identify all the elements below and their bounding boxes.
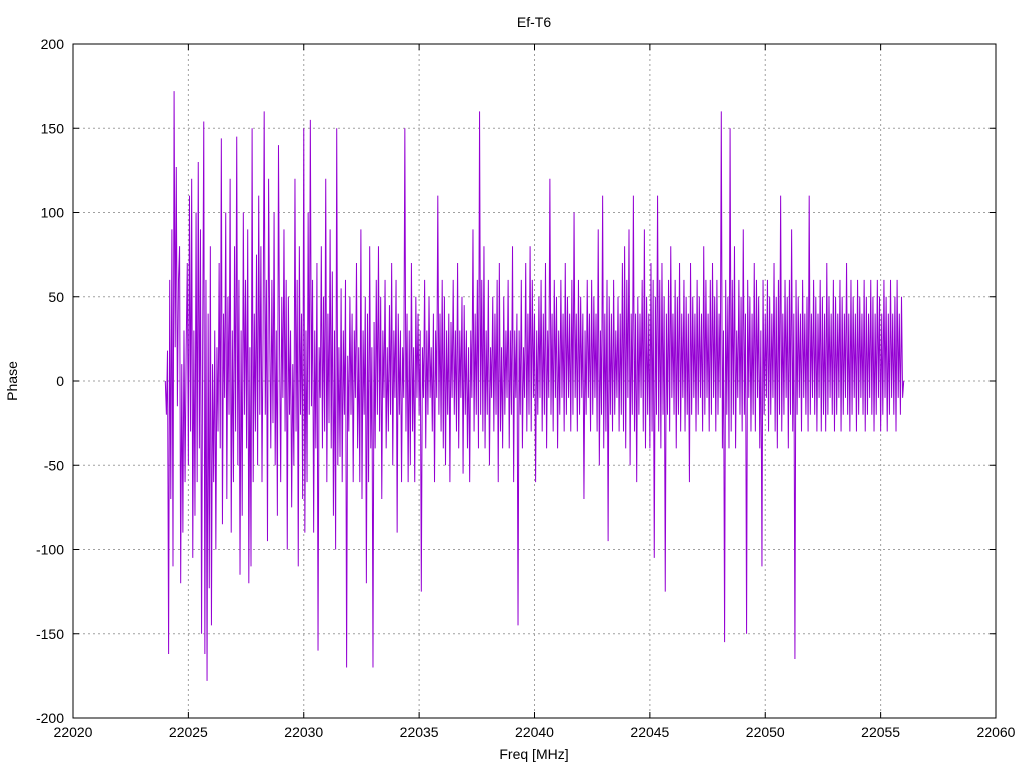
y-tick-label: 200 <box>41 36 65 52</box>
chart-title: Ef-T6 <box>517 14 551 30</box>
plot-border <box>72 43 997 719</box>
x-tick-label: 22050 <box>746 724 785 740</box>
series-layer <box>164 91 905 681</box>
x-tick-label: 22040 <box>515 724 554 740</box>
ticks: 22020 22025 22030 22035 22040 22045 22050 22055… <box>36 36 1016 740</box>
y-tick-label: 150 <box>41 120 65 136</box>
y-tick-label: 0 <box>56 373 64 389</box>
x-tick-label: 22025 <box>169 724 208 740</box>
x-tick-label: 22020 <box>54 724 93 740</box>
x-tick-label: 22055 <box>861 724 900 740</box>
x-tick-label: 22030 <box>284 724 323 740</box>
phase-series-line <box>164 91 905 681</box>
y-tick-label: 50 <box>48 289 64 305</box>
y-tick-label: 100 <box>41 205 65 221</box>
x-axis-label: Freq [MHz] <box>499 746 568 762</box>
x-tick-label: 22045 <box>630 724 669 740</box>
y-tick-label: -200 <box>36 710 64 726</box>
x-tick-label: 22035 <box>400 724 439 740</box>
y-tick-label: -150 <box>36 626 64 642</box>
x-tick-label: 22060 <box>977 724 1016 740</box>
y-tick-label: -50 <box>44 457 64 473</box>
y-tick-label: -100 <box>36 542 64 558</box>
y-axis-label: Phase <box>4 361 20 401</box>
